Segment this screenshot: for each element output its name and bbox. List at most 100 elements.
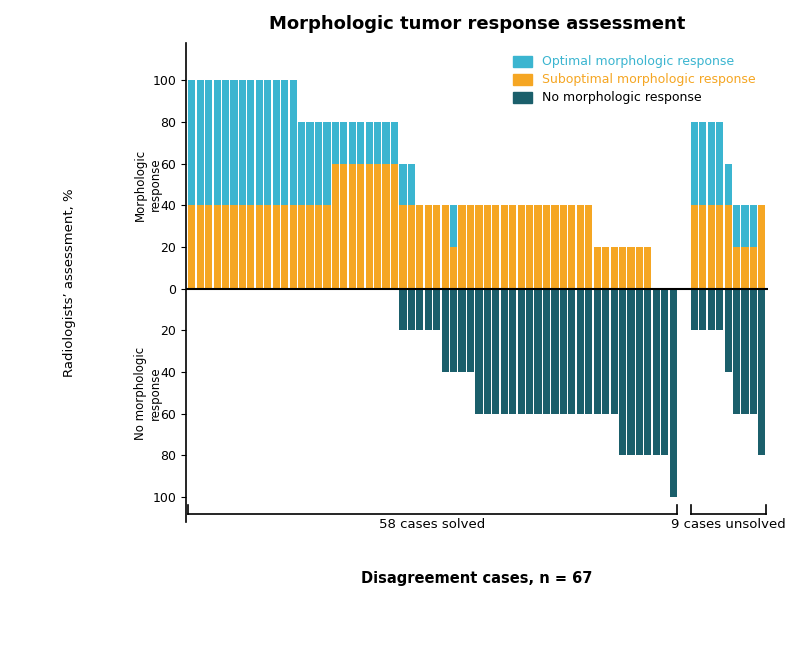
- Y-axis label: Radiologists’ assessment, %: Radiologists’ assessment, %: [63, 188, 76, 377]
- Bar: [543, 289, 550, 414]
- Bar: [425, 206, 432, 289]
- Bar: [741, 206, 749, 247]
- Bar: [725, 206, 732, 289]
- Bar: [535, 206, 542, 289]
- Bar: [733, 247, 741, 289]
- Bar: [708, 206, 715, 289]
- Bar: [382, 164, 389, 289]
- Bar: [733, 206, 741, 247]
- Bar: [247, 80, 255, 206]
- Bar: [610, 289, 618, 414]
- Text: Morphologic
response: Morphologic response: [134, 148, 162, 221]
- Bar: [315, 206, 322, 289]
- Bar: [543, 206, 550, 289]
- Bar: [619, 289, 626, 456]
- Bar: [699, 206, 706, 289]
- Bar: [196, 206, 203, 289]
- Bar: [662, 289, 669, 456]
- Bar: [332, 122, 339, 164]
- Bar: [214, 80, 221, 206]
- Bar: [417, 289, 424, 330]
- Bar: [255, 206, 263, 289]
- Bar: [298, 122, 305, 206]
- Bar: [349, 164, 356, 289]
- Bar: [577, 289, 584, 414]
- Bar: [602, 289, 609, 414]
- Bar: [264, 80, 271, 206]
- Bar: [627, 247, 634, 289]
- Bar: [484, 206, 491, 289]
- Bar: [741, 247, 749, 289]
- Bar: [526, 206, 533, 289]
- Bar: [231, 206, 238, 289]
- Bar: [551, 206, 559, 289]
- Bar: [636, 247, 643, 289]
- Bar: [332, 164, 339, 289]
- Bar: [750, 289, 757, 414]
- Bar: [459, 289, 466, 372]
- Text: No morphologic
response: No morphologic response: [134, 346, 162, 439]
- Bar: [500, 289, 508, 414]
- Bar: [264, 206, 271, 289]
- Bar: [205, 80, 212, 206]
- Bar: [758, 206, 765, 289]
- Bar: [644, 247, 651, 289]
- Bar: [196, 80, 203, 206]
- Bar: [459, 206, 466, 289]
- Bar: [758, 289, 765, 456]
- Bar: [340, 164, 347, 289]
- Bar: [636, 289, 643, 456]
- Bar: [691, 122, 698, 206]
- Bar: [399, 206, 406, 289]
- Bar: [750, 206, 757, 247]
- Bar: [699, 122, 706, 206]
- Bar: [492, 206, 500, 289]
- Bar: [417, 206, 424, 289]
- Bar: [365, 164, 373, 289]
- Bar: [560, 289, 567, 414]
- Bar: [382, 122, 389, 164]
- X-axis label: Disagreement cases, n = 67: Disagreement cases, n = 67: [361, 571, 593, 586]
- Bar: [476, 206, 483, 289]
- Bar: [255, 80, 263, 206]
- Bar: [433, 289, 440, 330]
- Bar: [214, 206, 221, 289]
- Bar: [239, 206, 246, 289]
- Bar: [231, 80, 238, 206]
- Bar: [518, 289, 525, 414]
- Bar: [298, 206, 305, 289]
- Bar: [323, 122, 330, 206]
- Bar: [281, 206, 288, 289]
- Bar: [653, 289, 660, 456]
- Bar: [699, 289, 706, 330]
- Bar: [492, 289, 500, 414]
- Bar: [408, 164, 415, 206]
- Bar: [708, 289, 715, 330]
- Bar: [205, 206, 212, 289]
- Bar: [551, 289, 559, 414]
- Bar: [716, 122, 723, 206]
- Bar: [408, 206, 415, 289]
- Bar: [358, 122, 365, 164]
- Bar: [560, 206, 567, 289]
- Bar: [441, 206, 448, 289]
- Bar: [476, 289, 483, 414]
- Bar: [585, 206, 592, 289]
- Bar: [716, 206, 723, 289]
- Bar: [408, 289, 415, 330]
- Bar: [340, 122, 347, 164]
- Bar: [535, 289, 542, 414]
- Bar: [391, 164, 398, 289]
- Bar: [441, 289, 448, 372]
- Bar: [619, 247, 626, 289]
- Bar: [188, 206, 196, 289]
- Bar: [644, 289, 651, 456]
- Bar: [222, 206, 229, 289]
- Text: 9 cases unsolved: 9 cases unsolved: [671, 518, 785, 531]
- Bar: [450, 247, 457, 289]
- Bar: [725, 164, 732, 206]
- Bar: [290, 80, 297, 206]
- Bar: [594, 289, 601, 414]
- Bar: [594, 247, 601, 289]
- Bar: [526, 289, 533, 414]
